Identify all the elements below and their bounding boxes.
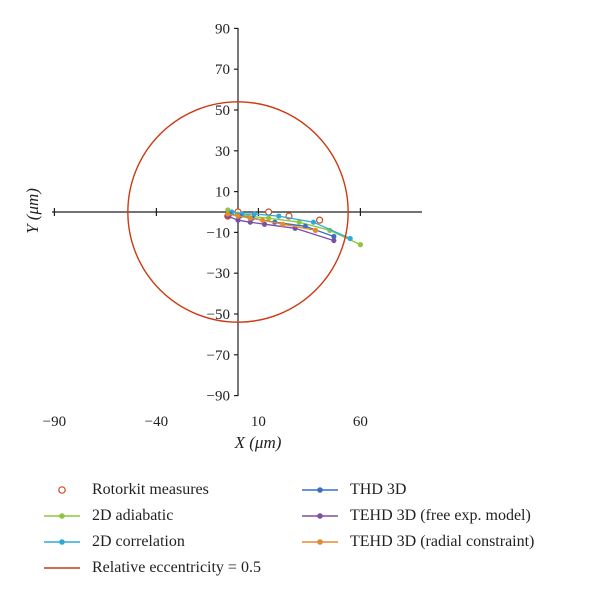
legend-swatch-relative-eccentricity-0-5 — [44, 567, 80, 569]
point-tehd-3d-free-exp-model — [235, 217, 241, 223]
point-tehd-3d-free-exp-model — [261, 221, 268, 227]
legend-swatch-thd-3d — [302, 487, 338, 493]
legend-marker — [59, 513, 65, 519]
point-tehd-3d-free-exp-model — [331, 237, 337, 244]
x-axis-title: X (μm) — [234, 433, 282, 452]
legend-item-thd-3d: THD 3D — [300, 478, 406, 502]
y-tick-label: 90 — [215, 21, 230, 37]
legend-label: THD 3D — [350, 481, 407, 498]
point-tehd-3d-radial-constraint — [312, 227, 319, 233]
legend-label: TEHD 3D (free exp. model) — [350, 507, 531, 524]
point-tehd-3d-radial-constraint — [247, 215, 253, 221]
series-relative-eccentricity-0-5 — [127, 101, 349, 323]
legend-item-tehd-3d-free-exp-model: TEHD 3D (free exp. model) — [300, 504, 531, 528]
y-tick-label: −10 — [207, 225, 230, 241]
legend-label: 2D correlation — [92, 533, 185, 550]
y-tick-label: −90 — [207, 389, 230, 405]
x-tick-label: −90 — [43, 414, 66, 430]
point-2d-correlation — [276, 213, 282, 219]
point-2d-adiabatic — [225, 207, 231, 213]
legend-item-relative-eccentricity-0-5: Relative eccentricity = 0.5 — [42, 556, 261, 580]
y-axis-title: Y (μm) — [23, 188, 42, 234]
point-rotorkit-measures — [265, 208, 273, 216]
point-2d-correlation — [347, 235, 353, 242]
point-2d-correlation — [251, 211, 257, 217]
point-2d-adiabatic — [296, 219, 302, 225]
legend-item-2d-correlation: 2D correlation — [42, 530, 185, 554]
point-tehd-3d-radial-constraint — [280, 221, 286, 227]
legend-swatch-rotorkit-measures — [58, 486, 66, 494]
legend-swatch-tehd-3d-free-exp-model — [302, 513, 338, 519]
data-marks — [127, 101, 363, 323]
legend-marker — [317, 513, 323, 519]
y-tick-label: 10 — [215, 185, 230, 201]
legend-item-rotorkit-measures: Rotorkit measures — [42, 478, 209, 502]
legend-swatch-2d-adiabatic — [44, 513, 80, 519]
legend-swatch-tehd-3d-radial-constraint — [302, 539, 338, 545]
y-tick-label: −70 — [207, 348, 230, 364]
legend-label: Relative eccentricity = 0.5 — [92, 559, 261, 576]
point-tehd-3d-radial-constraint — [259, 217, 266, 223]
legend-item-tehd-3d-radial-constraint: TEHD 3D (radial constraint) — [300, 530, 534, 554]
point-tehd-3d-free-exp-model — [247, 219, 253, 225]
legend-label: TEHD 3D (radial constraint) — [350, 533, 535, 550]
y-tick-label: 50 — [215, 103, 230, 119]
legend-label: 2D adiabatic — [92, 507, 174, 524]
point-tehd-3d-radial-constraint — [225, 211, 231, 217]
y-tick-label: −30 — [207, 266, 230, 282]
x-tick-label: 10 — [251, 414, 266, 430]
point-2d-correlation — [310, 219, 317, 225]
point-rotorkit-measures — [316, 216, 324, 224]
x-tick-label: −40 — [145, 414, 168, 430]
y-tick-label: 70 — [215, 62, 230, 78]
legend-label: Rotorkit measures — [92, 481, 209, 498]
legend-item-2d-adiabatic: 2D adiabatic — [42, 504, 173, 528]
legend: Rotorkit measures 2D adiabatic 2D correlat… — [0, 470, 600, 590]
point-tehd-3d-radial-constraint — [235, 213, 241, 219]
point-2d-adiabatic — [357, 242, 363, 248]
legend-marker — [317, 487, 323, 493]
legend-marker — [317, 539, 323, 545]
point-thd-3d — [331, 233, 337, 240]
x-tick-label: 60 — [353, 414, 368, 430]
y-tick-label: 30 — [215, 144, 230, 160]
series-line-tehd-3d-radial-constraint — [227, 213, 316, 232]
legend-marker — [59, 539, 65, 545]
legend-swatch-2d-correlation — [44, 539, 80, 545]
legend-marker — [58, 486, 66, 494]
point-2d-adiabatic — [266, 215, 272, 221]
